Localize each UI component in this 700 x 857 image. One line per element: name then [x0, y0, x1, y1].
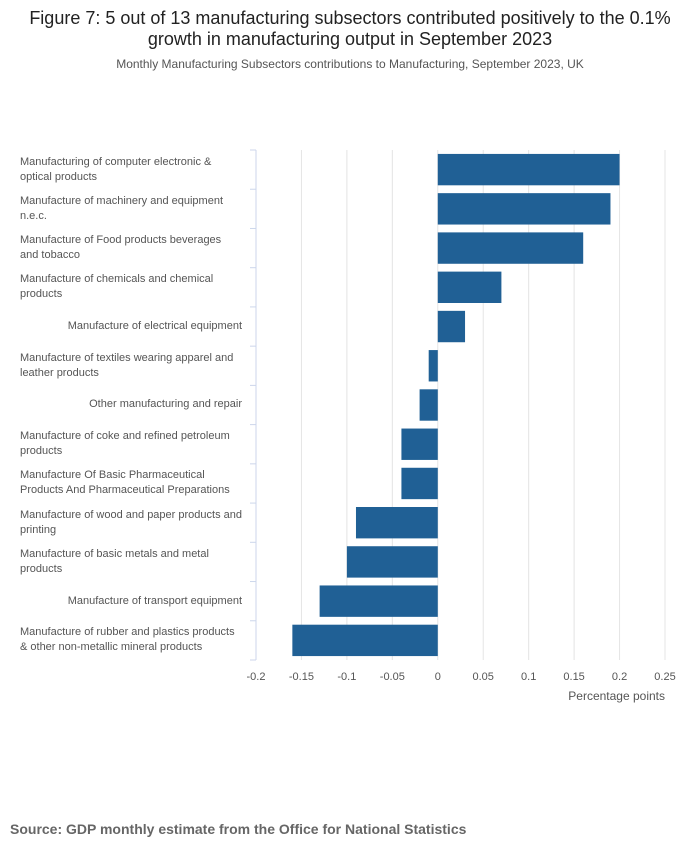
y-tick-label-box: Manufacture of chemicals and chemical pr…: [20, 268, 242, 307]
y-tick-label-box: Manufacture of Food products beverages a…: [20, 228, 242, 267]
x-tick-label: -0.15: [289, 671, 314, 683]
bar: [419, 389, 438, 421]
x-tick-label: 0.25: [654, 671, 675, 683]
y-tick-label-box: Manufacture of machinery and equipment n…: [20, 189, 242, 228]
bar: [437, 193, 611, 225]
y-tick-label: Manufacture of machinery and equipment n…: [20, 194, 224, 222]
y-tick-label-box: Manufacture of electrical equipment: [20, 307, 242, 346]
y-tick-label: Manufacture of Food products beverages a…: [20, 234, 222, 262]
bar: [319, 585, 438, 617]
y-tick-label-box: Manufacture of basic metals and metal pr…: [20, 542, 242, 581]
y-tick-label-box: Manufacture of textiles wearing apparel …: [20, 346, 242, 385]
bar: [401, 467, 438, 500]
y-tick-label: Manufacture of rubber and plastics produ…: [20, 626, 235, 654]
x-tick-label: 0.15: [563, 671, 584, 683]
x-tick-label: 0.1: [521, 671, 536, 683]
x-tick-label: 0: [435, 671, 441, 683]
bar: [346, 546, 438, 578]
bar: [292, 624, 438, 657]
y-tick-label: Manufacture of wood and paper products a…: [20, 508, 242, 536]
bar: [428, 350, 438, 382]
bar: [437, 310, 466, 343]
x-axis-label: Percentage points: [568, 689, 665, 703]
y-tick-label: Manufacture of chemicals and chemical pr…: [20, 273, 214, 301]
y-tick-label-box: Manufacture of rubber and plastics produ…: [20, 621, 242, 660]
chart-subtitle: Monthly Manufacturing Subsectors contrib…: [116, 57, 584, 71]
bar: [355, 507, 438, 539]
x-tick-label: -0.05: [380, 671, 405, 683]
bar: [437, 271, 502, 303]
chart-title: Figure 7: 5 out of 13 manufacturing subs…: [29, 8, 671, 49]
y-tick-label: Other manufacturing and repair: [89, 398, 242, 411]
y-tick-label: Manufacture Of Basic Pharmaceutical Prod…: [20, 469, 230, 497]
x-tick-label: -0.1: [337, 671, 356, 683]
bar: [437, 153, 620, 186]
y-tick-label: Manufacturing of computer electronic & o…: [20, 155, 212, 183]
x-tick-label: 0.05: [473, 671, 494, 683]
y-tick-label-box: Manufacture Of Basic Pharmaceutical Prod…: [20, 464, 242, 503]
source-note: Source: GDP monthly estimate from the Of…: [10, 821, 467, 837]
y-tick-label-box: Manufacture of transport equipment: [20, 582, 242, 621]
y-tick-label-box: Manufacturing of computer electronic & o…: [20, 150, 242, 189]
bar: [437, 232, 584, 264]
y-tick-label: Manufacture of textiles wearing apparel …: [20, 351, 234, 379]
bar: [401, 428, 438, 460]
x-tick-label: -0.2: [247, 671, 266, 683]
y-tick-label-box: Other manufacturing and repair: [20, 385, 242, 424]
y-tick-label-box: Manufacture of wood and paper products a…: [20, 503, 242, 542]
y-tick-label: Manufacture of coke and refined petroleu…: [20, 430, 230, 458]
y-tick-label: Manufacture of transport equipment: [67, 594, 242, 607]
y-tick-label-box: Manufacture of coke and refined petroleu…: [20, 425, 242, 464]
y-tick-label: Manufacture of basic metals and metal pr…: [20, 547, 209, 575]
y-tick-label: Manufacture of electrical equipment: [67, 320, 242, 333]
x-tick-label: 0.2: [612, 671, 627, 683]
